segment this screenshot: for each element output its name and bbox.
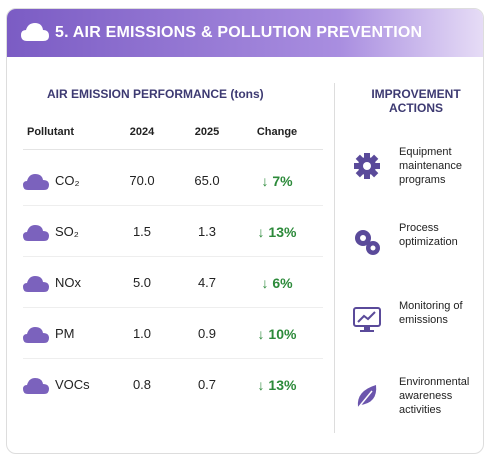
table-cell: 1.0 bbox=[132, 326, 152, 341]
column-header: Change bbox=[256, 126, 298, 138]
header-band: 5. AIR EMISSIONS & POLLUTION PREVENTION bbox=[7, 9, 483, 57]
table-cell: 1.5 bbox=[132, 224, 152, 239]
pollutant-icon bbox=[23, 224, 49, 247]
action-text: Monitoring of emissions bbox=[399, 300, 463, 326]
table-cell: 5.0 bbox=[132, 275, 152, 290]
rule bbox=[23, 149, 323, 150]
action-icon bbox=[352, 305, 382, 340]
pollutant-icon bbox=[23, 326, 49, 349]
table-cell: 1.3 bbox=[197, 224, 217, 239]
table-cell: SO₂ bbox=[55, 224, 79, 239]
rule bbox=[23, 358, 323, 359]
change-cell: ↓ 6% bbox=[261, 275, 293, 291]
rule bbox=[23, 205, 323, 206]
pollutant-icon bbox=[23, 173, 49, 196]
table-cell: 0.9 bbox=[197, 326, 217, 341]
table-title: AIR EMISSION PERFORMANCE (tons) bbox=[47, 87, 264, 101]
column-header: 2024 bbox=[129, 126, 155, 138]
card: 5. AIR EMISSIONS & POLLUTION PREVENTION … bbox=[6, 8, 484, 454]
rule bbox=[23, 256, 323, 257]
pollutant-icon bbox=[23, 377, 49, 400]
action-icon bbox=[352, 381, 382, 416]
table-cell: VOCs bbox=[55, 377, 90, 392]
pollutant-icon bbox=[23, 275, 49, 298]
action-icon bbox=[352, 151, 382, 186]
column-header: 2025 bbox=[194, 126, 220, 138]
divider bbox=[334, 83, 335, 433]
cloud-icon bbox=[21, 23, 49, 41]
table-cell: 4.7 bbox=[197, 275, 217, 290]
table-cell: 65.0 bbox=[194, 173, 220, 188]
table-cell: NOx bbox=[55, 275, 81, 290]
table-cell: 0.8 bbox=[132, 377, 152, 392]
action-text: Environmental awareness activities bbox=[399, 376, 470, 416]
action-text: Equipment maintenance programs bbox=[399, 146, 462, 186]
change-cell: ↓ 7% bbox=[261, 173, 293, 189]
action-icon bbox=[352, 227, 382, 262]
column-header: Pollutant bbox=[27, 126, 75, 138]
table-cell: 0.7 bbox=[197, 377, 217, 392]
table-cell: CO₂ bbox=[55, 173, 80, 188]
header-title: 5. AIR EMISSIONS & POLLUTION PREVENTION bbox=[55, 24, 423, 41]
table-cell: PM bbox=[55, 326, 75, 341]
rule bbox=[23, 307, 323, 308]
table-cell: 70.0 bbox=[129, 173, 155, 188]
action-text: Process optimization bbox=[399, 222, 458, 248]
change-cell: ↓ 10% bbox=[257, 326, 297, 342]
change-cell: ↓ 13% bbox=[257, 224, 297, 240]
change-cell: ↓ 13% bbox=[257, 377, 297, 393]
actions-title: IMPROVEMENT ACTIONS bbox=[371, 87, 461, 115]
